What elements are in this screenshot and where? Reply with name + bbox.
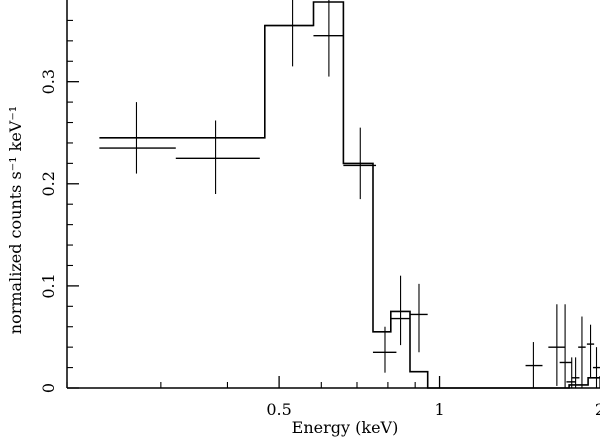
data-point: [525, 342, 543, 388]
data-point: [390, 275, 410, 346]
axes: 0.5 1 2 0 0.1 0.2 0.3: [39, 0, 600, 419]
data-point: [592, 347, 600, 388]
data-point: [99, 102, 176, 174]
data-point: [409, 283, 428, 353]
data-point: [578, 316, 586, 388]
x-tick-label: 1: [434, 400, 444, 419]
data-point: [559, 304, 572, 388]
plot-area: [99, 0, 600, 389]
y-tick-label: 0.3: [39, 69, 58, 94]
data-point: [571, 357, 580, 388]
data-point: [372, 326, 397, 373]
data-point: [566, 357, 576, 388]
data-point: [586, 324, 595, 378]
y-tick-label: 0.1: [39, 273, 58, 298]
data-point: [548, 304, 566, 386]
data-point: [175, 120, 260, 194]
model-step-line: [99, 1, 600, 389]
y-tick-label: 0: [39, 383, 58, 393]
data-point: [313, 0, 344, 77]
y-axis-label: normalized counts s⁻¹ keV⁻¹: [6, 106, 25, 334]
x-axis-label: Energy (keV): [292, 418, 399, 437]
x-tick-label: 2: [595, 400, 600, 419]
data-point: [343, 127, 377, 200]
x-tick-label: 0.5: [266, 400, 291, 419]
data-point: [264, 0, 314, 67]
y-tick-label: 0.2: [39, 171, 58, 196]
